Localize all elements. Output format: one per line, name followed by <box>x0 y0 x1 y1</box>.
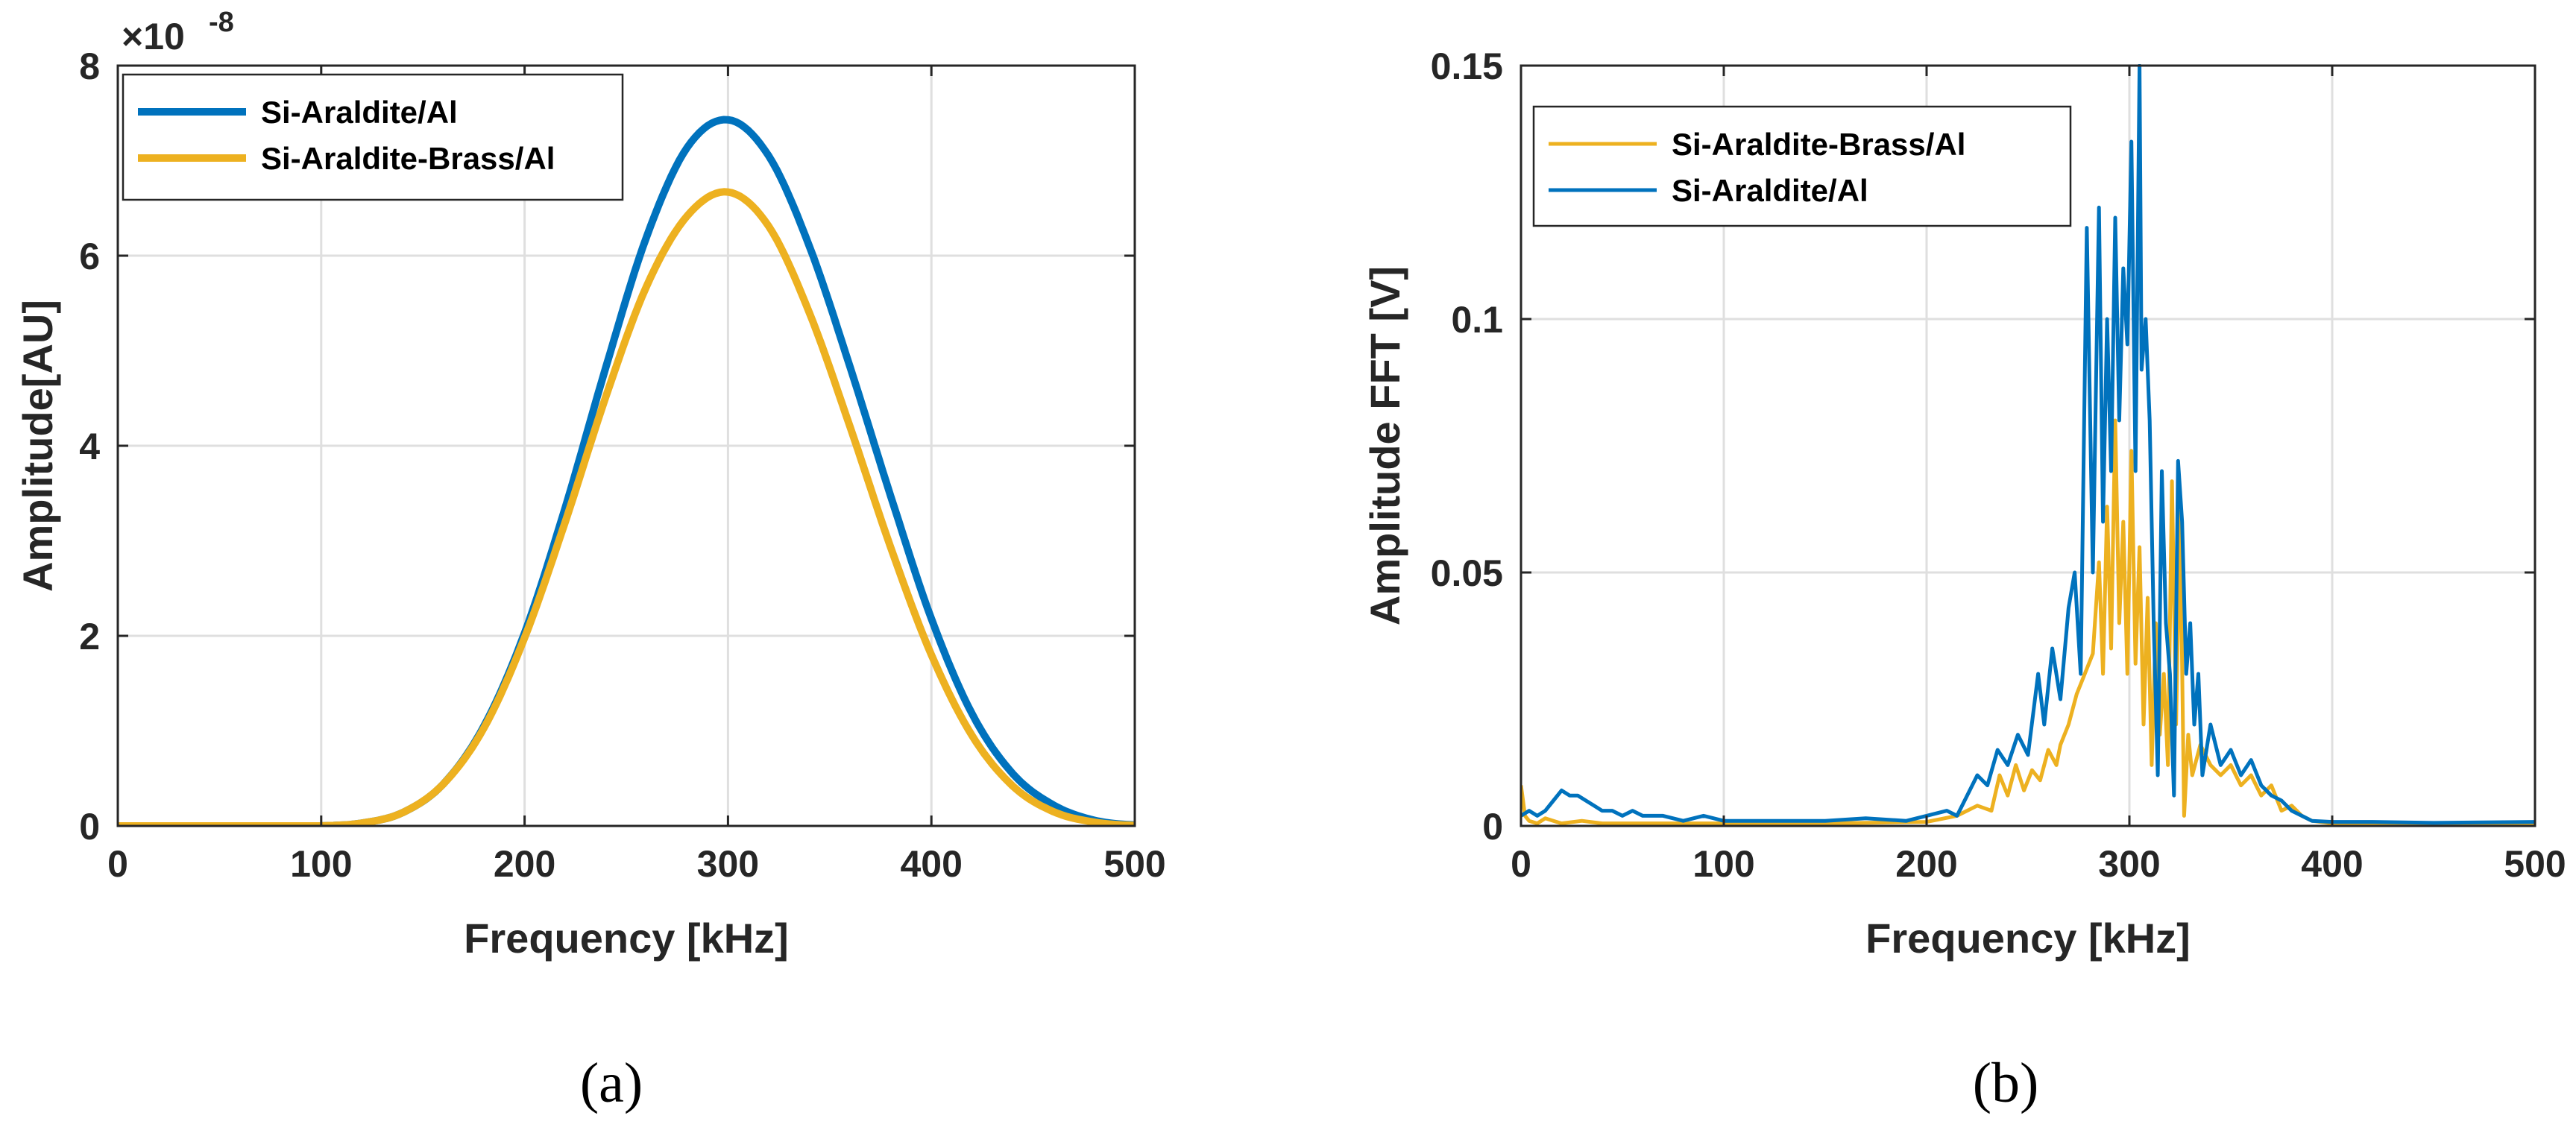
panel-b: 0 100 200 300 400 500 0 0.05 0.1 0.15 Frequency [k… <box>1361 45 2566 1114</box>
legend: Si-Araldite/Al Si-Araldite-Brass/Al <box>122 73 624 201</box>
y-axis-label: Amplitude FFT [V] <box>1361 266 1408 625</box>
x-tick-label: 100 <box>1692 843 1754 885</box>
panel-a: 0 100 200 300 400 500 0 2 4 6 8 ×10 -8 Frequency [kHz… <box>14 7 1166 1114</box>
y-tick-label: 0.1 <box>1451 299 1503 341</box>
y-tick-label: 2 <box>79 616 100 657</box>
legend-box <box>122 73 624 201</box>
y-tick-label: 0 <box>1482 806 1503 848</box>
x-tick-label: 500 <box>2504 843 2566 885</box>
y-exponent-power: -8 <box>209 7 234 38</box>
y-exponent-label: ×10 <box>122 16 185 57</box>
series-line-si-araldite-brass-al <box>118 188 1135 826</box>
panel-label: (b) <box>1973 1052 2039 1114</box>
y-tick-label: 8 <box>79 45 100 87</box>
legend: Si-Araldite-Brass/Al Si-Araldite/Al <box>1532 105 2072 227</box>
y-tick-label: 4 <box>79 426 100 467</box>
x-tick-label: 200 <box>494 843 555 885</box>
y-axis-label: Amplitude[AU] <box>14 300 61 592</box>
y-tick-label: 6 <box>79 236 100 277</box>
panel-label: (a) <box>580 1052 643 1114</box>
series-line-si-araldite-al <box>1521 64 2535 825</box>
x-axis-label: Frequency [kHz] <box>464 915 789 962</box>
x-tick-label: 200 <box>1895 843 1957 885</box>
x-tick-label: 0 <box>107 843 128 885</box>
x-tick-label: 300 <box>697 843 759 885</box>
y-tick-label: 0.05 <box>1431 552 1503 594</box>
series-line-si-araldite-brass-al <box>1521 418 2535 826</box>
x-axis-label: Frequency [kHz] <box>1865 915 2191 962</box>
x-tick-label: 100 <box>290 843 352 885</box>
x-tick-label: 400 <box>900 843 962 885</box>
x-tick-label: 500 <box>1103 843 1165 885</box>
axes-box <box>1520 64 2536 827</box>
legend-label: Si-Araldite/Al <box>261 95 458 130</box>
x-tick-label: 300 <box>2098 843 2160 885</box>
y-tick-label: 0 <box>79 806 100 848</box>
legend-label: Si-Araldite-Brass/Al <box>1672 127 1965 162</box>
x-tick-label: 0 <box>1511 843 1531 885</box>
legend-box <box>1532 105 2072 227</box>
x-tick-label: 400 <box>2301 843 2363 885</box>
y-tick-label: 0.15 <box>1431 45 1503 87</box>
legend-label: Si-Araldite/Al <box>1672 173 1868 208</box>
legend-label: Si-Araldite-Brass/Al <box>261 141 555 176</box>
